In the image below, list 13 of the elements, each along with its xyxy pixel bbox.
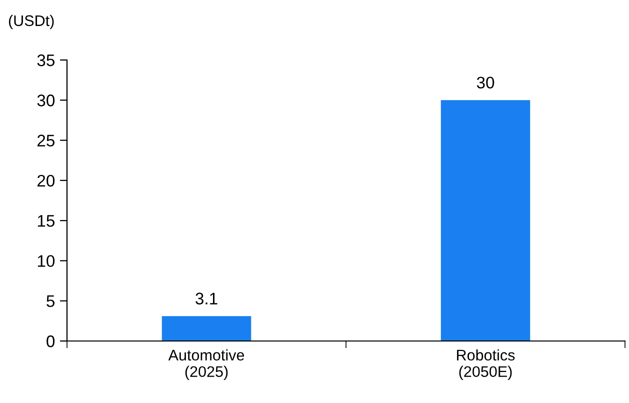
y-tick-label: 30: [37, 94, 55, 106]
x-tick-label: Automotive (2025): [168, 349, 244, 380]
data-label: 3.1: [196, 292, 218, 304]
y-tick-label: 35: [37, 54, 54, 66]
y-tick-label: 0: [46, 335, 55, 348]
y-tick-label: 20: [37, 174, 55, 187]
y-tick-label: 25: [37, 134, 54, 146]
y-axis-title: (USDt): [8, 14, 54, 30]
y-tick-label: 10: [38, 255, 55, 267]
x-tick-label: Robotics (2050E): [457, 349, 515, 380]
y-tick-label: 15: [38, 215, 54, 227]
y-tick-label: 5: [46, 295, 54, 308]
data-label: 30: [476, 76, 494, 89]
